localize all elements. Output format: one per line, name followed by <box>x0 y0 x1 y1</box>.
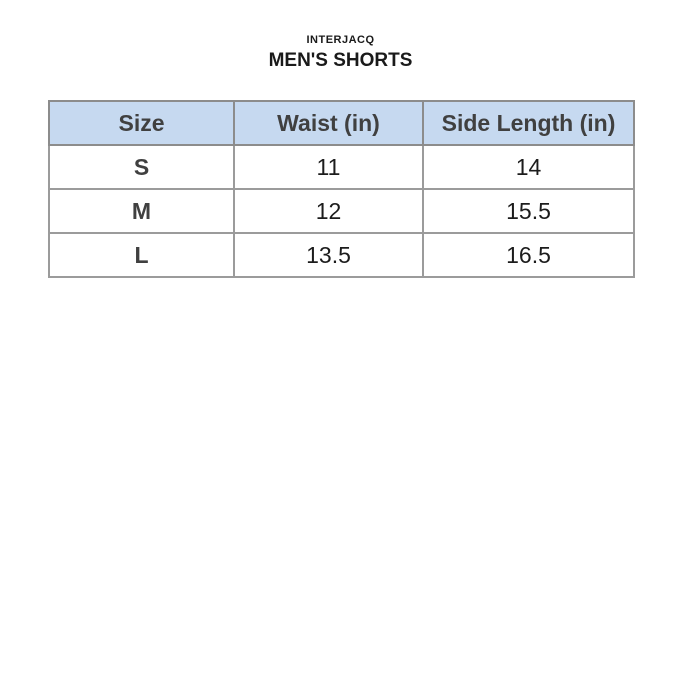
table-row-s: S 11 14 <box>48 144 635 190</box>
size-label: M <box>48 188 235 234</box>
size-label: S <box>48 144 235 190</box>
table-row-m: M 12 15.5 <box>48 188 635 234</box>
side-length-value: 15.5 <box>422 188 635 234</box>
table-row-l: L 13.5 16.5 <box>48 232 635 278</box>
column-header-side-length: Side Length (in) <box>422 100 635 146</box>
table-header-row: Size Waist (in) Side Length (in) <box>48 100 635 146</box>
brand-name: INTERJACQ <box>306 34 375 46</box>
heading: INTERJACQ MEN'S SHORTS <box>48 33 633 73</box>
side-length-value: 14 <box>422 144 635 190</box>
side-length-value: 16.5 <box>422 232 635 278</box>
page-title: MEN'S SHORTS <box>268 50 413 71</box>
size-chart-table: Size Waist (in) Side Length (in) S 11 14… <box>48 100 635 278</box>
waist-value: 12 <box>233 188 424 234</box>
waist-value: 13.5 <box>233 232 424 278</box>
size-label: L <box>48 232 235 278</box>
column-header-waist: Waist (in) <box>233 100 424 146</box>
waist-value: 11 <box>233 144 424 190</box>
column-header-size: Size <box>48 100 235 146</box>
